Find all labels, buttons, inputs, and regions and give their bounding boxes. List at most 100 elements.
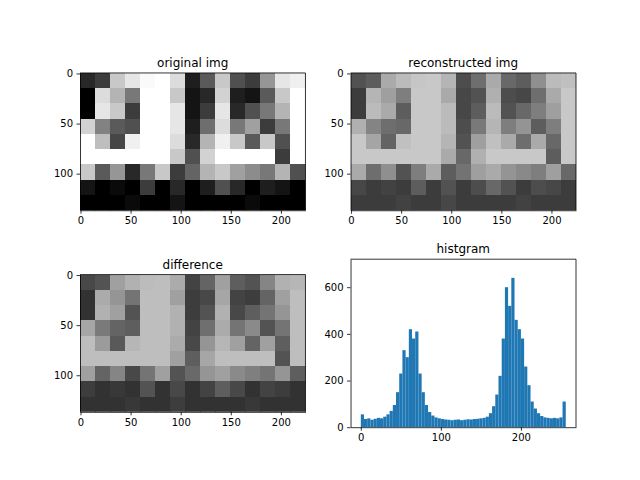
pixel-cell: [110, 164, 126, 180]
pixel-cell: [260, 290, 276, 306]
pixel-cell: [275, 164, 291, 180]
pixel-cell: [471, 88, 487, 104]
pixel-cell: [561, 73, 576, 89]
pixel-cell: [185, 73, 201, 89]
pixel-cell: [411, 180, 427, 196]
pixel-cell: [170, 73, 186, 89]
histogram-bar: [505, 287, 508, 427]
tick: 0: [337, 422, 350, 433]
pixel-cell: [245, 366, 261, 382]
pixel-cell: [95, 397, 111, 412]
tick-label: 50: [331, 118, 344, 129]
pixel-cell: [110, 134, 126, 150]
pixel-cell: [215, 305, 231, 321]
pixel-cell: [561, 88, 576, 104]
pixel-cell: [215, 88, 231, 104]
pixel-cell: [290, 180, 305, 196]
tick-label: 50: [395, 215, 408, 226]
pixel-cell: [411, 164, 427, 180]
pixel-cell: [215, 119, 231, 135]
histogram-bar: [547, 418, 550, 427]
histogram-bar: [543, 417, 546, 427]
pixel-cell: [366, 164, 382, 180]
pixel-cell: [290, 381, 305, 397]
tick-mark: [281, 412, 282, 416]
pixel-cell: [501, 134, 517, 150]
pixel-cell: [125, 366, 141, 382]
pixel-cell: [396, 119, 412, 135]
tick: 50: [125, 210, 138, 226]
pixel-cell: [275, 195, 291, 210]
pixel-cell: [290, 275, 305, 291]
pixel-cell: [110, 305, 126, 321]
pixel-cell: [200, 305, 216, 321]
pixel-cell: [260, 275, 276, 291]
pixel-cell: [215, 397, 231, 412]
pixel-cell: [80, 195, 96, 210]
tick-mark: [347, 427, 351, 428]
pixel-cell: [531, 73, 547, 89]
histogram-bar: [422, 392, 425, 427]
pixel-cell: [426, 195, 442, 210]
histogram-bar: [559, 417, 562, 427]
pixel-cell: [110, 320, 126, 336]
pixel-cell: [230, 305, 246, 321]
pixel-cell: [275, 305, 291, 321]
pixel-cell: [516, 134, 532, 150]
histogram-bar: [550, 418, 553, 427]
histogram-bar: [361, 414, 364, 427]
tick: 0: [67, 270, 80, 281]
pixel-cell: [471, 149, 487, 165]
subplot-title: histgram: [437, 242, 491, 256]
spine-top: [351, 259, 576, 260]
spine-top: [80, 274, 305, 275]
pixel-cell: [456, 195, 472, 210]
y-axis: 050100: [54, 68, 81, 211]
x-axis-line: [81, 210, 306, 211]
tick-label: 100: [54, 370, 73, 381]
pixel-cell: [561, 164, 576, 180]
tick-label: 200: [272, 215, 291, 226]
pixel-cell: [561, 180, 576, 196]
pixel-cell: [110, 195, 126, 210]
pixel-cell: [200, 73, 216, 89]
pixel-cell: [245, 305, 261, 321]
histogram-bar: [428, 412, 431, 427]
pixel-cell: [546, 164, 562, 180]
pixel-cell: [215, 134, 231, 150]
pixel-cell: [260, 366, 276, 382]
pixel-cell: [351, 149, 367, 165]
y-axis-line: [80, 275, 81, 412]
pixel-cell: [245, 73, 261, 89]
pixel-cell: [170, 290, 186, 306]
pixel-cell: [230, 336, 246, 352]
pixel-cell: [381, 88, 397, 104]
pixel-cell: [185, 320, 201, 336]
tick-mark: [401, 210, 402, 214]
tick-mark: [231, 210, 232, 214]
pixel-cell: [426, 180, 442, 196]
pixel-cell: [516, 119, 532, 135]
pixel-cell: [546, 88, 562, 104]
pixel-cell: [260, 381, 276, 397]
histogram-bar: [508, 306, 511, 427]
pixel-cell: [170, 88, 186, 104]
histogram-bar: [418, 374, 421, 428]
pixel-cell: [456, 73, 472, 89]
tick-mark: [347, 174, 351, 175]
pixel-cell: [260, 73, 276, 89]
pixel-cell: [185, 351, 201, 367]
histogram-bar: [534, 409, 537, 428]
pixel-cell: [456, 119, 472, 135]
pixel-cell: [245, 180, 261, 196]
pixel-cell: [501, 88, 517, 104]
histogram-bar: [502, 339, 505, 428]
tick-mark: [347, 334, 351, 335]
pixel-cell: [95, 366, 111, 382]
pixel-cell: [471, 180, 487, 196]
pixel-cell: [396, 195, 412, 210]
pixel-cell: [441, 180, 457, 196]
histogram-bar: [380, 418, 383, 427]
pixel-cell: [290, 351, 305, 367]
pixel-cell: [125, 134, 141, 150]
